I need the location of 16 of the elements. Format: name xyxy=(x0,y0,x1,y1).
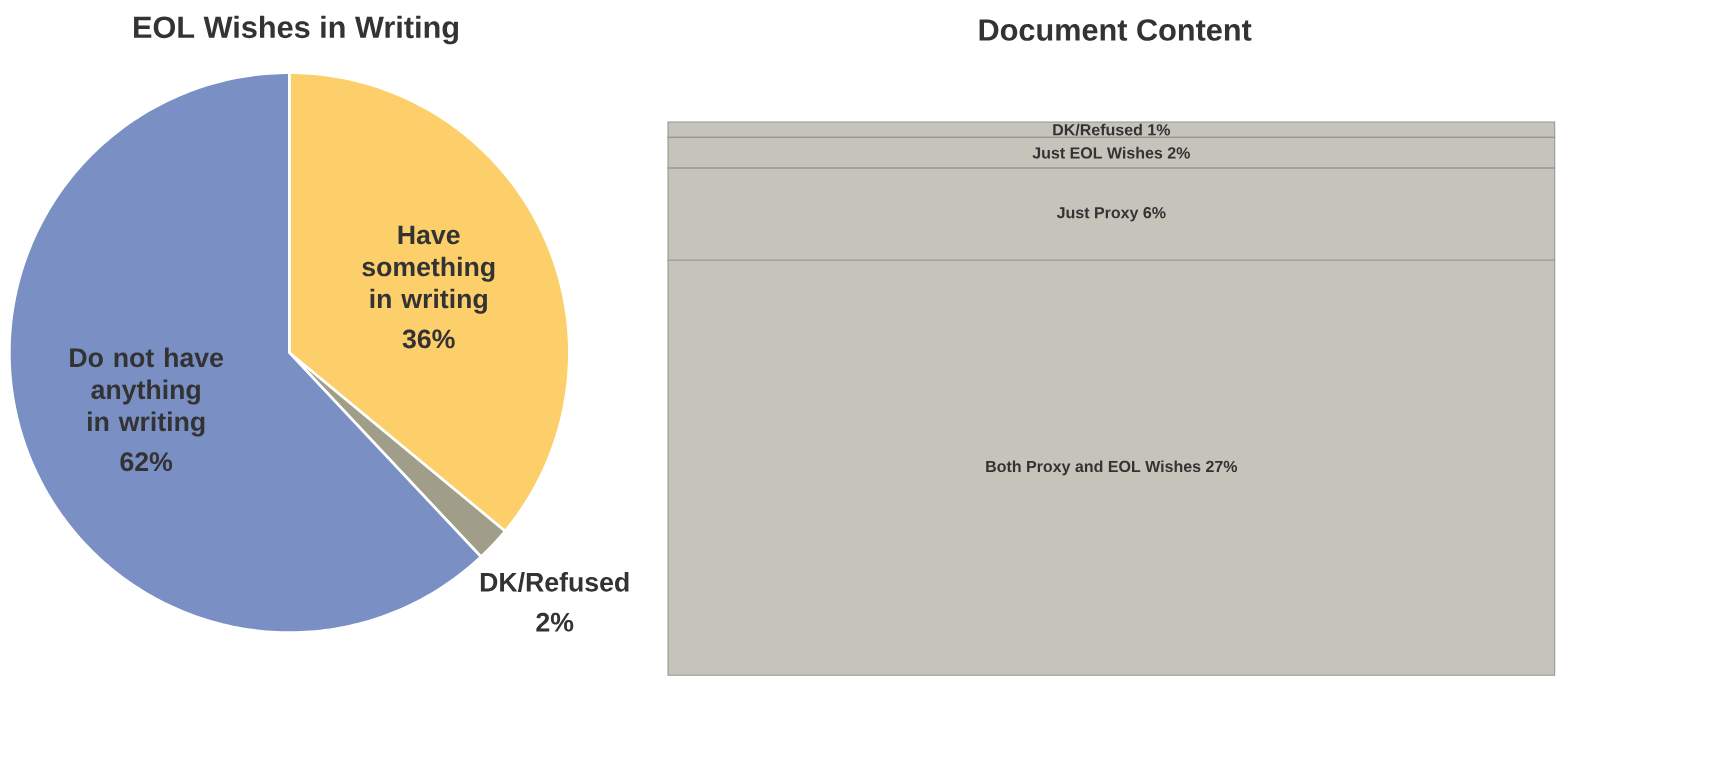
data-label: 1% xyxy=(1148,124,1171,136)
series-label: Just EOL Wishes xyxy=(1032,146,1163,159)
data-label: 36% xyxy=(402,329,455,349)
data-label: 27% xyxy=(1206,460,1238,473)
chart-title: EOL Wishes in Writing xyxy=(134,15,458,45)
series-label: Just Proxy xyxy=(1056,207,1139,222)
series-label: Both Proxy and EOL Wishes xyxy=(986,460,1201,476)
data-label: 6% xyxy=(1143,206,1166,219)
data-label: 2% xyxy=(536,612,574,632)
slice-label: Have something in writing xyxy=(362,225,495,314)
series-label: DK/Refused xyxy=(1053,123,1142,136)
data-label: 2% xyxy=(1167,147,1190,159)
slice-label: Do not have anything in writing xyxy=(70,347,224,437)
data-label: 62% xyxy=(120,452,173,472)
slice-label: DK/Refused xyxy=(480,572,629,592)
chart-title: Document Content xyxy=(979,19,1252,41)
